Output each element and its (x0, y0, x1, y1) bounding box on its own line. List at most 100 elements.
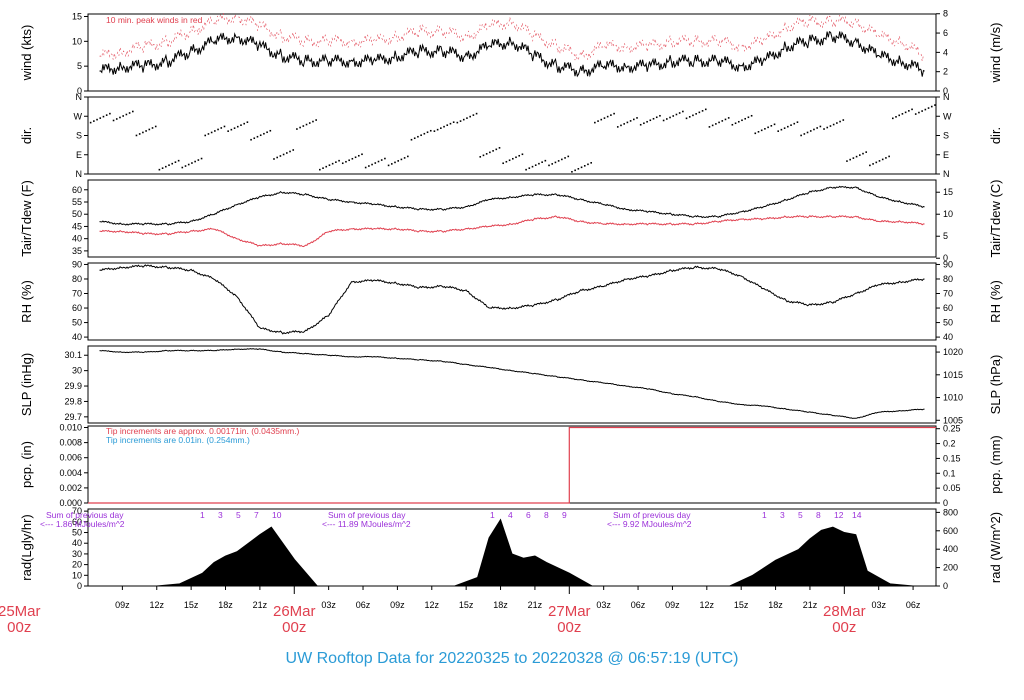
dir-point (649, 119, 652, 122)
dir-point (223, 125, 226, 128)
dir-point (220, 127, 223, 129)
dir-point (662, 119, 665, 122)
panel-note: Tip increments are 0.01in. (0.254mm.) (106, 435, 250, 445)
hour-marker: 3 (780, 510, 785, 520)
right-tick-label: 1005 (943, 415, 963, 425)
dir-point (930, 105, 933, 108)
dir-point (279, 155, 282, 157)
dir-point (165, 165, 167, 168)
left-tick-label: 29.9 (64, 381, 82, 391)
hour-marker: 5 (236, 510, 241, 520)
dir-point (842, 119, 845, 121)
hour-marker: 5 (798, 510, 803, 520)
dir-point (243, 122, 245, 125)
dir-point (858, 154, 861, 156)
dir-point (616, 126, 619, 128)
right-tick-label: 800 (943, 507, 958, 517)
left-tick-label: 5 (77, 61, 82, 71)
dir-point (207, 133, 210, 135)
right-tick-label: 1015 (943, 370, 963, 380)
dir-point (312, 120, 314, 123)
dir-point (456, 121, 459, 124)
dir-point (597, 120, 599, 122)
dir-point (276, 156, 278, 159)
dir-point (142, 131, 144, 134)
dir-point (240, 124, 242, 126)
dir-point (672, 115, 675, 117)
dir-point (531, 165, 534, 168)
dir-point (436, 128, 439, 131)
time-tick-label: 12z (425, 600, 440, 610)
dir-point (319, 168, 321, 171)
previous-day-note: <--- 9.92 MJoules/m^2 (607, 519, 692, 529)
dir-point (384, 157, 386, 160)
dir-point (390, 163, 393, 165)
right-tick-label: 400 (943, 544, 958, 554)
dir-point (620, 124, 622, 127)
dir-point (754, 132, 757, 135)
dir-point (368, 165, 370, 167)
dir-point (426, 131, 429, 134)
dir-point (803, 133, 806, 135)
dir-point (410, 138, 413, 141)
dir-point (921, 110, 923, 112)
dir-point (112, 119, 115, 122)
right-tick-label: 10 (943, 209, 953, 219)
dir-point (652, 117, 655, 120)
dir-point (394, 161, 396, 164)
left-tick-label: 10 (72, 36, 82, 46)
dir-point (741, 119, 743, 122)
dir-point (891, 117, 894, 120)
left-tick-label: 40 (72, 234, 82, 244)
dir-point (498, 147, 501, 149)
left-tick-label: 50 (72, 318, 82, 328)
left-tick-label: 60 (72, 517, 82, 527)
dir-point (407, 155, 409, 158)
dir-point (875, 161, 878, 164)
dir-point (475, 112, 478, 115)
dir-point (603, 117, 606, 119)
dir-point (721, 120, 724, 122)
dir-point (197, 159, 200, 161)
dir-point (466, 117, 468, 119)
dir-point (210, 131, 213, 134)
right-tick-label: 0 (943, 86, 948, 96)
left-tick-label: 30.1 (64, 350, 82, 360)
right-tick-label: 0.15 (943, 453, 961, 463)
series-line (88, 426, 936, 504)
dir-point (760, 129, 763, 132)
dir-point (692, 114, 694, 117)
dir-point (452, 121, 455, 123)
dir-point (518, 154, 521, 157)
dir-point (865, 151, 868, 153)
right-tick-label: 70 (943, 289, 953, 299)
dir-point (429, 129, 432, 132)
left-tick-label: N (76, 92, 83, 102)
dir-point (626, 121, 629, 124)
dir-point (544, 159, 547, 162)
dir-point (308, 122, 311, 124)
previous-day-note: Sum of previous day (328, 510, 406, 520)
dir-point (351, 157, 354, 160)
dir-point (109, 112, 111, 115)
dir-point (577, 168, 580, 170)
right-tick-label: 0.2 (943, 439, 956, 449)
dir-point (135, 134, 138, 137)
dir-point (823, 128, 825, 130)
previous-day-note: <--- 11.89 MJoules/m^2 (322, 519, 411, 529)
left-tick-label: 50 (72, 528, 82, 538)
panel-frame (87, 262, 937, 341)
dir-point (750, 114, 753, 117)
dir-point (387, 164, 390, 167)
time-tick-label: 06z (906, 600, 921, 610)
hour-marker: 8 (544, 510, 549, 520)
panel-slp: SLP (inHg) SLP (hPa) 29.7 29.8 29.9 30 30.1 100… (19, 345, 1003, 425)
right-tick-label: 5 (943, 231, 948, 241)
dir-point (328, 164, 331, 166)
time-tick-label: 09z (665, 600, 680, 610)
dir-point (718, 121, 720, 124)
left-tick-label: N (76, 169, 83, 179)
day-label-time: 00z (7, 619, 31, 636)
dir-point (508, 159, 511, 162)
